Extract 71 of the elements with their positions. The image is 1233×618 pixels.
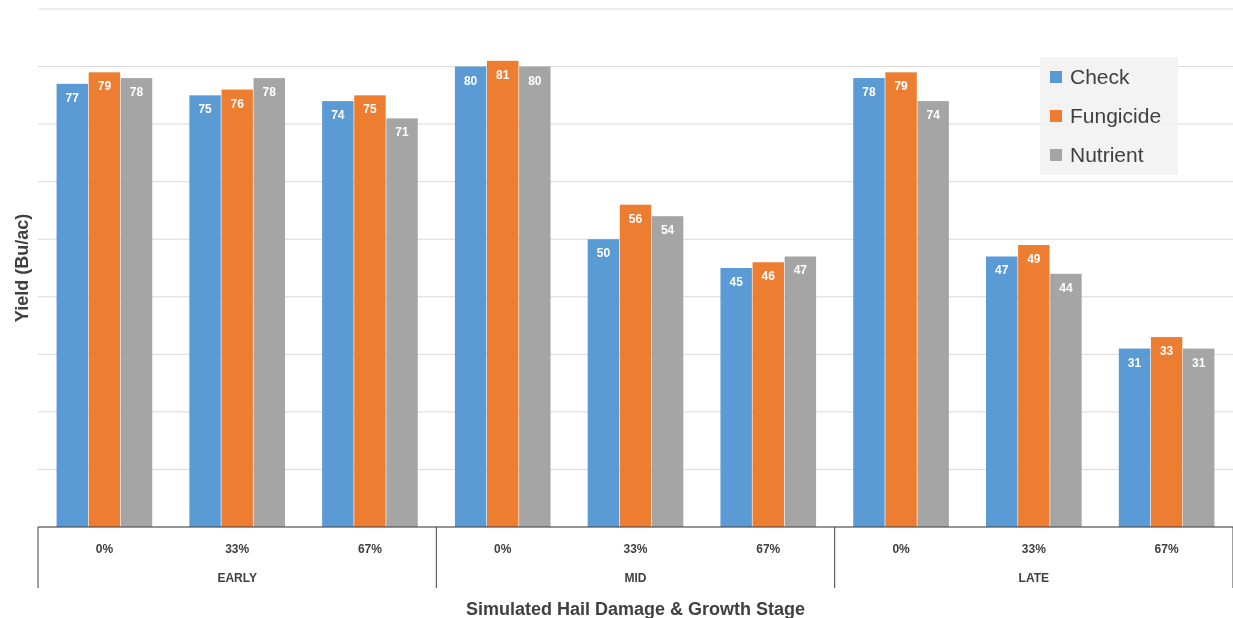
x-tick-label: 0% (494, 542, 512, 556)
data-label: 76 (230, 96, 245, 111)
data-label: 45 (729, 275, 744, 289)
bar (253, 78, 285, 527)
data-label: 46 (761, 269, 776, 284)
x-tick-label: 67% (357, 542, 383, 556)
x-tick-label: 67% (756, 542, 781, 556)
legend-label: Fungicide (1070, 104, 1162, 127)
bar (587, 239, 620, 527)
x-tick-label: 67% (1154, 542, 1179, 556)
bar (651, 216, 684, 527)
text: EARLY (217, 571, 257, 585)
data-label: 56 (628, 211, 643, 226)
bar (1150, 337, 1183, 527)
data-label: 78 (262, 85, 277, 100)
bar (720, 268, 752, 527)
data-label: 75 (198, 102, 213, 117)
bar (487, 60, 519, 527)
data-label: 80 (528, 73, 542, 88)
data-label: 79 (97, 79, 112, 94)
data-label: 78 (129, 85, 144, 100)
data-label: 50 (596, 246, 611, 261)
data-label: 74 (331, 108, 345, 123)
x-tick-label: 0% (95, 542, 114, 556)
bar (885, 72, 917, 527)
data-label: 33 (1159, 344, 1174, 359)
text: LATE (1018, 571, 1050, 585)
bar (917, 101, 949, 527)
bar (322, 101, 354, 527)
bar (784, 256, 817, 527)
bar (986, 256, 1018, 527)
bar (56, 83, 89, 527)
bar (619, 204, 652, 527)
bar (1118, 348, 1151, 527)
bar (221, 89, 253, 527)
legend-label: Nutrient (1070, 143, 1144, 166)
bar (120, 78, 153, 527)
data-label: 77 (65, 90, 80, 105)
data-label: 31 (1192, 355, 1206, 370)
bar (454, 66, 487, 527)
data-label: 49 (1027, 251, 1041, 266)
data-label: 31 (1127, 355, 1142, 370)
text: MID (624, 571, 647, 585)
data-label: 44 (1059, 280, 1073, 295)
data-label: 47 (793, 263, 808, 278)
data-label: 71 (395, 125, 410, 140)
bar (189, 95, 221, 527)
bar (386, 118, 418, 527)
x-axis-title: Simulated Hail Damage & Growth Stage (465, 599, 806, 618)
bar (1182, 348, 1215, 527)
data-label: 54 (660, 223, 675, 238)
bar (519, 66, 551, 527)
data-label: 47 (995, 263, 1009, 278)
data-label: 79 (894, 79, 909, 94)
x-tick-label: 33% (623, 542, 648, 556)
bar (88, 72, 121, 527)
data-label: 75 (363, 102, 377, 117)
data-label: 74 (926, 108, 941, 123)
x-tick-label: 33% (1021, 542, 1047, 556)
bar (354, 95, 386, 527)
data-label: 80 (463, 73, 478, 88)
bar (1050, 273, 1082, 527)
bar (853, 78, 885, 527)
x-tick-label: 33% (225, 542, 250, 556)
data-label: 81 (496, 67, 510, 82)
data-label: 78 (862, 85, 876, 100)
legend-label: Check (1070, 65, 1131, 88)
y-axis-title: Yield (Bu/ac) (12, 213, 32, 323)
x-tick-label: 0% (892, 542, 911, 556)
bar (1018, 244, 1050, 527)
bar (752, 262, 784, 527)
